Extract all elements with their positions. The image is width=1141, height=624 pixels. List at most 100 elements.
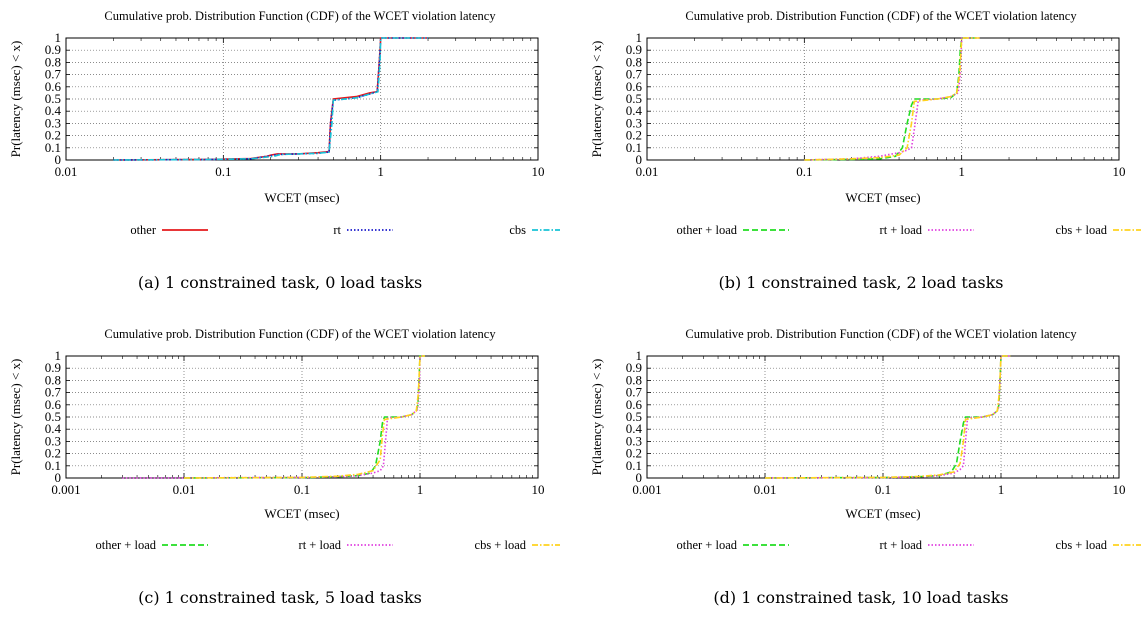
y-tick-label: 0.4 (45, 421, 62, 436)
chart-title: Cumulative prob. Distribution Function (… (104, 9, 496, 23)
chart-svg-b: Cumulative prob. Distribution Function (… (589, 9, 1141, 237)
x-tick-label: 1 (417, 482, 424, 497)
y-tick-label: 0.2 (45, 128, 61, 143)
y-tick-label: 0.4 (45, 103, 62, 118)
x-axis-label: WCET (msec) (264, 506, 339, 521)
x-axis-label: WCET (msec) (264, 190, 339, 205)
y-axis-label: Pr(latency (msec) < x) (589, 41, 604, 158)
y-tick-label: 0.7 (626, 385, 643, 400)
y-tick-label: 1 (55, 30, 62, 45)
series-line (113, 37, 428, 161)
chart-title: Cumulative prob. Distribution Function (… (685, 327, 1077, 341)
y-tick-label: 0 (55, 152, 62, 167)
y-tick-label: 0.2 (45, 446, 61, 461)
y-tick-label: 0.6 (626, 397, 643, 412)
y-tick-label: 0.3 (626, 433, 642, 448)
legend-label: cbs + load (475, 538, 527, 552)
chart-panel-a: Cumulative prob. Distribution Function (… (0, 0, 560, 306)
x-axis-label: WCET (msec) (845, 506, 920, 521)
y-tick-label: 0.5 (626, 91, 642, 106)
y-tick-label: 0.4 (626, 421, 643, 436)
x-tick-label: 10 (1113, 482, 1126, 497)
x-tick-label: 1 (377, 164, 384, 179)
y-tick-label: 0.9 (626, 42, 642, 57)
y-tick-label: 0 (636, 152, 643, 167)
y-tick-label: 0.6 (626, 79, 643, 94)
x-tick-label: 0.01 (754, 482, 777, 497)
x-tick-label: 1 (998, 482, 1005, 497)
chart-caption-b: (b) 1 constrained task, 2 load tasks (718, 273, 1004, 292)
y-tick-label: 0.6 (45, 397, 62, 412)
legend-label: cbs + load (1056, 538, 1108, 552)
legend-label: rt + load (880, 223, 923, 237)
x-tick-label: 0.1 (875, 482, 891, 497)
legend-label: rt (333, 223, 341, 237)
series-line (804, 37, 980, 161)
y-tick-label: 0.2 (626, 128, 642, 143)
y-axis-label: Pr(latency (msec) < x) (8, 41, 23, 158)
y-tick-label: 0.3 (626, 115, 642, 130)
series-line (764, 355, 1011, 479)
y-tick-label: 0.8 (45, 372, 61, 387)
chart-caption-c: (c) 1 constrained task, 5 load tasks (138, 588, 422, 607)
x-tick-label: 0.001 (51, 482, 80, 497)
y-tick-label: 1 (636, 30, 643, 45)
chart-caption-d: (d) 1 constrained task, 10 load tasks (713, 588, 1009, 607)
y-tick-label: 0.9 (626, 360, 642, 375)
y-tick-label: 0.9 (45, 360, 61, 375)
x-tick-label: 10 (1113, 164, 1126, 179)
legend-label: other (130, 223, 157, 237)
y-tick-label: 0.1 (45, 140, 61, 155)
y-tick-label: 0.5 (45, 91, 61, 106)
x-tick-label: 10 (532, 164, 545, 179)
x-tick-label: 0.01 (55, 164, 78, 179)
series-line (183, 355, 425, 479)
chart-svg-c: Cumulative prob. Distribution Function (… (8, 327, 560, 552)
x-tick-label: 0.01 (173, 482, 196, 497)
chart-svg-a: Cumulative prob. Distribution Function (… (8, 9, 560, 237)
x-tick-label: 0.1 (215, 164, 231, 179)
y-tick-label: 0 (636, 470, 643, 485)
y-tick-label: 0.7 (45, 67, 62, 82)
x-tick-label: 10 (532, 482, 545, 497)
y-axis-label: Pr(latency (msec) < x) (589, 359, 604, 476)
x-tick-label: 0.1 (294, 482, 310, 497)
chart-title: Cumulative prob. Distribution Function (… (104, 327, 496, 341)
y-tick-label: 0.3 (45, 433, 61, 448)
chart-title: Cumulative prob. Distribution Function (… (685, 9, 1077, 23)
y-tick-label: 0.6 (45, 79, 62, 94)
y-tick-label: 0.5 (45, 409, 61, 424)
chart-panel-c: Cumulative prob. Distribution Function (… (0, 318, 560, 624)
x-tick-label: 0.1 (796, 164, 812, 179)
y-tick-label: 0.2 (626, 446, 642, 461)
legend-label: cbs (509, 223, 526, 237)
plot-frame (646, 37, 1120, 161)
legend-label: other + load (95, 538, 156, 552)
series-line (113, 37, 428, 161)
y-tick-label: 0.1 (45, 458, 61, 473)
x-tick-label: 1 (958, 164, 965, 179)
y-tick-label: 0.7 (45, 385, 62, 400)
y-tick-label: 0.1 (626, 140, 642, 155)
series-line (764, 355, 1011, 479)
y-tick-label: 0.7 (626, 67, 643, 82)
y-axis-label: Pr(latency (msec) < x) (8, 359, 23, 476)
chart-caption-a: (a) 1 constrained task, 0 load tasks (137, 273, 423, 292)
chart-svg-d: Cumulative prob. Distribution Function (… (589, 327, 1141, 552)
y-tick-label: 0.9 (45, 42, 61, 57)
y-tick-label: 0.8 (626, 54, 642, 69)
plot-frame (65, 37, 539, 161)
x-tick-label: 0.001 (632, 482, 661, 497)
y-tick-label: 0 (55, 470, 62, 485)
y-tick-label: 0.5 (626, 409, 642, 424)
y-tick-label: 1 (636, 348, 643, 363)
legend-label: other + load (676, 538, 737, 552)
legend-label: cbs + load (1056, 223, 1108, 237)
y-tick-label: 1 (55, 348, 62, 363)
y-tick-label: 0.4 (626, 103, 643, 118)
y-tick-label: 0.1 (626, 458, 642, 473)
chart-panel-b: Cumulative prob. Distribution Function (… (581, 0, 1141, 306)
x-axis-label: WCET (msec) (845, 190, 920, 205)
legend-label: rt + load (880, 538, 923, 552)
x-tick-label: 0.01 (636, 164, 659, 179)
